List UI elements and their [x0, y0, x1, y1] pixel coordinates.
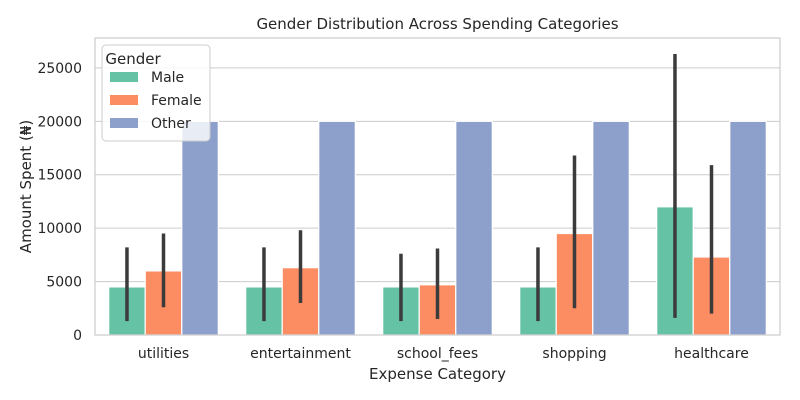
x-axis-title: Expense Category: [369, 365, 506, 383]
bar-other: [181, 120, 219, 336]
x-tick-label: shopping: [542, 346, 606, 362]
x-tick-label: entertainment: [250, 346, 351, 362]
bar-other: [455, 120, 493, 336]
legend-frame: [101, 44, 211, 142]
legend-items: Male Female Other: [110, 70, 202, 132]
legend: Gender Male Female Other: [101, 44, 211, 142]
legend-swatch-male: [110, 72, 138, 82]
x-tick-label: utilities: [138, 346, 189, 362]
chart-title: Gender Distribution Across Spending Cate…: [256, 15, 618, 33]
y-tick-label: 15000: [37, 168, 82, 184]
y-tick-label: 25000: [37, 61, 82, 77]
legend-label-other: Other: [151, 116, 191, 132]
bar-other: [318, 120, 356, 336]
plot-frame: [94, 37, 781, 336]
x-tick-label: school_fees: [397, 346, 478, 362]
y-tick-label: 0: [73, 328, 82, 344]
x-ticks: utilities entertainment school_fees shoppin…: [138, 346, 749, 362]
y-tick-label: 5000: [46, 275, 82, 291]
y-axis-title: Amount Spent (₦): [17, 120, 35, 253]
legend-title: Gender: [105, 50, 161, 68]
y-ticks: 0 5000 10000 15000 20000 25000: [37, 61, 82, 344]
legend-label-female: Female: [151, 93, 202, 109]
bar-other: [729, 120, 767, 336]
x-tick-label: healthcare: [674, 346, 749, 362]
legend-swatch-other: [110, 118, 138, 128]
bar-other: [592, 120, 630, 336]
y-tick-label: 20000: [37, 114, 82, 130]
y-tick-label: 10000: [37, 221, 82, 237]
legend-swatch-female: [110, 95, 138, 105]
legend-label-male: Male: [151, 70, 184, 86]
error-bars: [125, 54, 714, 322]
